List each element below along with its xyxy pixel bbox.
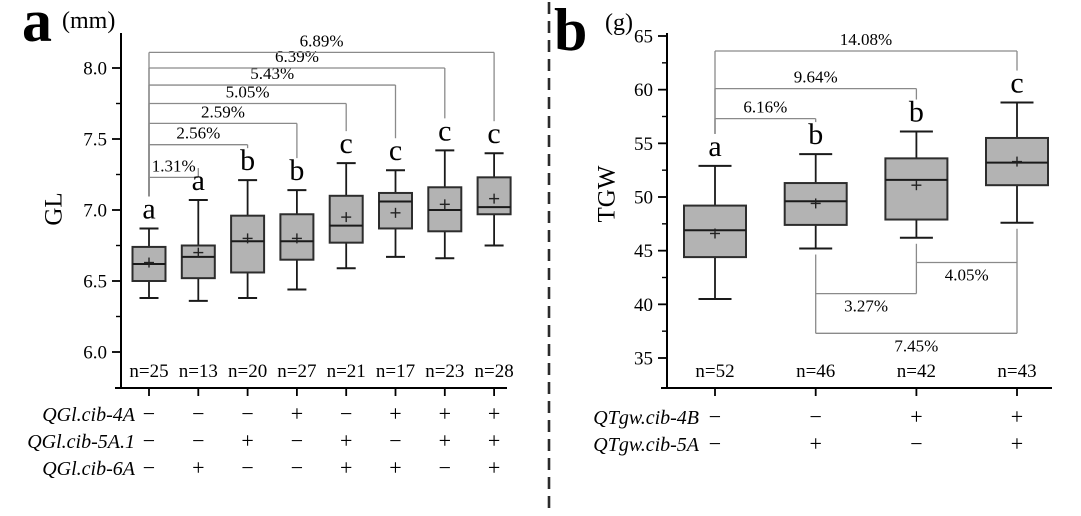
panel-a-box-3-iqr [230,214,266,274]
panel-a-box-5-n-label: n=21 [327,361,366,382]
panel-a-box-6-sig-letter: c [389,134,402,167]
panel-b-y-tick-label-50: 50 [634,188,653,209]
panel-b-y-tick-label-55: 55 [634,134,653,155]
panel-a-genotype-mark-QGl.cib-4A-3: − [241,401,253,426]
panel-a-y-axis-title: GL [40,192,68,226]
panel-a-bracket-6.89%-label: 6.89% [300,31,344,50]
panel-b-genotype-mark-QTgw.cib-4B-2: − [809,404,821,429]
panel-b-bracket-6.16%-label: 6.16% [743,98,787,117]
panel-b-unit-label: (g) [605,10,633,36]
panel-a-y-tick-label-7: 7.0 [83,201,107,222]
panel-a-genotype-label-QGl.cib-4A: QGl.cib-4A [42,404,136,426]
panel-a-genotype-mark-QGl.cib-4A-6: + [389,401,401,426]
panel-b-bracket-9.64%-label: 9.64% [794,68,838,87]
panel-a-genotype-mark-QGl.cib-4A-4: + [291,401,303,426]
panel-a-genotype-mark-QGl.cib-6A-7: − [439,455,451,480]
panel-a-genotype-mark-QGl.cib-5A.1-3: + [241,428,253,453]
panel-a-genotype-mark-QGl.cib-6A-3: − [241,455,253,480]
panel-b-y-tick-label-40: 40 [634,295,653,316]
panel-b-genotype-mark-QTgw.cib-4B-3: + [910,404,922,429]
panel-a-bracket-1.31%-label: 1.31% [152,156,196,175]
panel-b-y-tick-label-65: 65 [634,27,653,48]
panel-a-box-1-n-label: n=25 [129,361,168,382]
panel-a-y-tick-label-6: 6.0 [83,343,107,364]
panel-a-genotype-mark-QGl.cib-4A-5: − [340,401,352,426]
panel-b-box-1-sig-letter: a [708,130,721,163]
panel-a-genotype-mark-QGl.cib-5A.1-6: − [389,428,401,453]
panel-b-box-2-n-label: n=46 [796,361,835,382]
panel-b-genotype-mark-QTgw.cib-5A-4: + [1011,431,1023,456]
panel-b-box-3-n-label: n=42 [897,361,936,382]
panel-a-y-tick-label-7.5: 7.5 [83,130,107,151]
panel-a-genotype-label-QGl.cib-5A.1: QGl.cib-5A.1 [27,431,135,453]
panel-b-genotype-mark-QTgw.cib-5A-1: − [709,431,721,456]
panel-a-genotype-mark-QGl.cib-6A-6: + [389,455,401,480]
panel-b-box-3-sig-letter: b [909,96,924,129]
panel-a-bracket-2.59%-label: 2.59% [201,102,245,121]
panel-a-box-7-n-label: n=23 [425,361,464,382]
panel-a-genotype-mark-QGl.cib-6A-5: + [340,455,352,480]
panel-a-box-1-sig-letter: a [142,192,155,225]
panel-a-genotype-mark-QGl.cib-5A.1-8: + [488,428,500,453]
panel-a-genotype-mark-QGl.cib-5A.1-1: − [143,428,155,453]
panel-b-genotype-mark-QTgw.cib-4B-1: − [709,404,721,429]
panel-a-box-8-sig-letter: c [487,117,500,150]
panel-a-genotype-mark-QGl.cib-5A.1-7: + [439,428,451,453]
panel-a-box-3-sig-letter: b [240,144,255,177]
panel-a-genotype-mark-QGl.cib-6A-4: − [291,455,303,480]
panel-a-box-5-sig-letter: c [340,127,353,160]
panel-a-bracket-2.56%-label: 2.56% [176,124,220,143]
panel-b-y-axis-title: TGW [593,165,621,223]
panel-a-bracket-5.05%-label: 5.05% [226,83,270,102]
panel-a-genotype-mark-QGl.cib-6A-8: + [488,455,500,480]
panel-a-genotype-mark-QGl.cib-6A-1: − [143,455,155,480]
panel-a-genotype-mark-QGl.cib-6A-2: + [192,455,204,480]
panel-a-box-6-n-label: n=17 [376,361,415,382]
panel-a-unit-label: (mm) [62,8,116,34]
panel-a-genotype-mark-QGl.cib-5A.1-4: − [291,428,303,453]
panel-b-bracket-14.08%-label: 14.08% [840,30,892,49]
panel-b-genotype-mark-QTgw.cib-4B-4: + [1011,404,1023,429]
panel-b-genotype-label-QTgw.cib-4B: QTgw.cib-4B [593,407,699,429]
panel-b-box-4-sig-letter: c [1010,67,1023,100]
panel-b-genotype-mark-QTgw.cib-5A-3: − [910,431,922,456]
panel-a-genotype-label-QGl.cib-6A: QGl.cib-6A [42,458,136,480]
panel-a-box-8-n-label: n=28 [474,361,513,382]
panel-a-y-tick-label-6.5: 6.5 [83,272,107,293]
panel-a-box-4-sig-letter: b [289,154,304,187]
panel-b-box-2-sig-letter: b [808,118,823,151]
panel-a-y-tick-label-8: 8.0 [83,59,107,80]
panel-b-bracket-3.27%-label: 3.27% [844,297,888,316]
panel-b-box-4-n-label: n=43 [997,361,1036,382]
panel-a-genotype-mark-QGl.cib-4A-2: − [192,401,204,426]
panel-a-box-2-n-label: n=13 [179,361,218,382]
panel-b-box-1-n-label: n=52 [695,361,734,382]
panel-a-genotype-mark-QGl.cib-5A.1-5: + [340,428,352,453]
panel-a-genotype-mark-QGl.cib-4A-8: + [488,401,500,426]
panel-b-bracket-7.45%-label: 7.45% [894,336,938,355]
panel-b-y-tick-label-45: 45 [634,241,653,262]
panel-a-bracket-5.43%-label: 5.43% [250,64,294,83]
panel-a-box-7-sig-letter: c [438,114,451,147]
panel-a-genotype-mark-QGl.cib-4A-1: − [143,401,155,426]
panel-b-y-tick-label-35: 35 [634,349,653,370]
panel-b-genotype-label-QTgw.cib-5A: QTgw.cib-5A [593,434,700,456]
panel-b-bracket-4.05%-label: 4.05% [945,265,989,284]
panel-b-y-tick-label-60: 60 [634,80,653,101]
panel-b-letter: b [554,0,588,63]
panel-a-box-3-n-label: n=20 [228,361,267,382]
panel-a-box-4-n-label: n=27 [277,361,316,382]
panel-a-genotype-mark-QGl.cib-5A.1-2: − [192,428,204,453]
panel-a-letter: a [22,0,52,54]
panel-a-genotype-mark-QGl.cib-4A-7: + [439,401,451,426]
panel-b-genotype-mark-QTgw.cib-5A-2: + [809,431,821,456]
panel-a-box-2-sig-letter: a [192,164,205,197]
